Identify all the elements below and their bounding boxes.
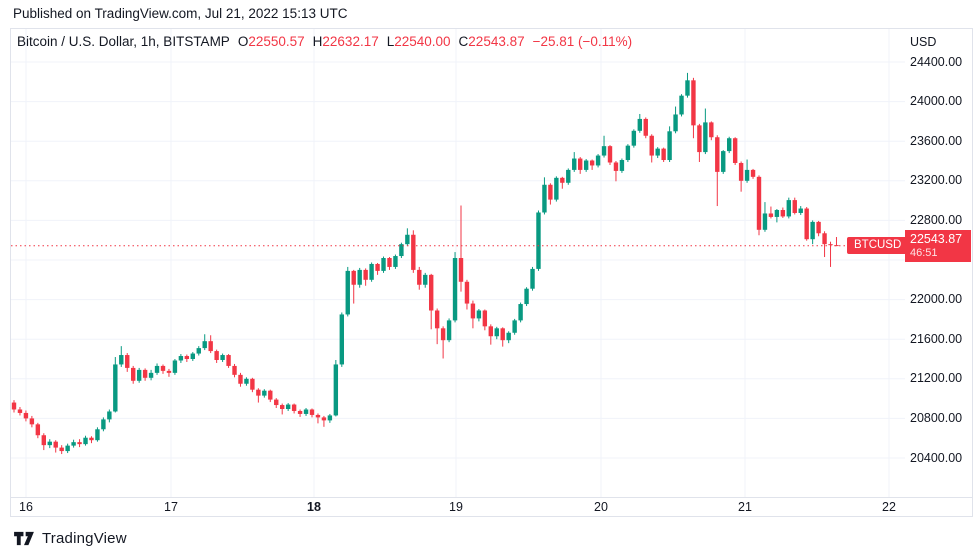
currency-label: USD	[910, 35, 937, 49]
price-scale-label: 24400.00	[910, 54, 963, 69]
tradingview-attribution[interactable]: TradingView	[13, 526, 127, 550]
ohlc-key: O	[237, 34, 249, 49]
price-scale-label: 20800.00	[910, 410, 963, 425]
time-axis-label: 21	[738, 500, 752, 514]
ohlc-key: L	[386, 34, 395, 49]
last-price-tag: 22543.87 46:51	[905, 229, 971, 262]
publish-banner: Published on TradingView.com, Jul 21, 20…	[13, 0, 347, 28]
time-axis-label: 16	[19, 500, 33, 514]
price-scale-label: 21600.00	[910, 331, 963, 346]
time-axis[interactable]: 16 17 18 19 20 21 22	[11, 497, 972, 517]
price-scale-label: 23200.00	[910, 173, 963, 188]
ohlc-values: O22550.57 H22632.17 L22540.00 C22543.87	[230, 34, 525, 49]
symbol-title: Bitcoin / U.S. Dollar, 1h, BITSTAMP	[17, 34, 230, 49]
chart-widget: Bitcoin / U.S. Dollar, 1h, BITSTAMP O2255…	[10, 28, 973, 517]
time-axis-label: 19	[449, 500, 463, 514]
ohlc-value: 22543.87	[468, 34, 525, 49]
ohlc-key: H	[312, 34, 323, 49]
price-scale-label: 23600.00	[910, 133, 963, 148]
ohlc-key: C	[458, 34, 469, 49]
price-scale[interactable]: USD 24400.00 24000.00 23600.00 23200.00 2280…	[905, 29, 972, 497]
bar-countdown: 46:51	[910, 246, 938, 259]
last-price-value: 22543.87	[910, 231, 963, 246]
time-axis-label: 18	[307, 500, 321, 514]
chart-pane[interactable]: Bitcoin / U.S. Dollar, 1h, BITSTAMP O2255…	[11, 29, 905, 497]
tradingview-logo-icon	[14, 531, 34, 545]
candlestick-series	[11, 72, 839, 455]
price-change: −25.81 (−0.11%)	[532, 34, 633, 49]
time-axis-label: 17	[164, 500, 178, 514]
time-axis-label: 20	[594, 500, 608, 514]
price-line-symbol-label: BTCUSD	[847, 237, 905, 255]
price-scale-label: 22000.00	[910, 292, 963, 307]
tradingview-brand-text: TradingView	[42, 529, 127, 547]
price-scale-label: 24000.00	[910, 94, 963, 109]
price-line-symbol-text: BTCUSD	[854, 239, 902, 252]
grid-lines	[11, 29, 905, 497]
price-scale-label: 22800.00	[910, 212, 963, 227]
chart-legend: Bitcoin / U.S. Dollar, 1h, BITSTAMP O2255…	[17, 34, 632, 49]
ohlc-value: 22632.17	[322, 34, 379, 49]
price-scale-label: 21200.00	[910, 371, 963, 386]
price-scale-label: 20400.00	[910, 450, 963, 465]
ohlc-value: 22540.00	[394, 34, 451, 49]
time-axis-label: 22	[882, 500, 896, 514]
ohlc-value: 22550.57	[248, 34, 305, 49]
publish-banner-text: Published on TradingView.com, Jul 21, 20…	[13, 6, 348, 21]
candlestick-chart[interactable]	[11, 29, 905, 497]
